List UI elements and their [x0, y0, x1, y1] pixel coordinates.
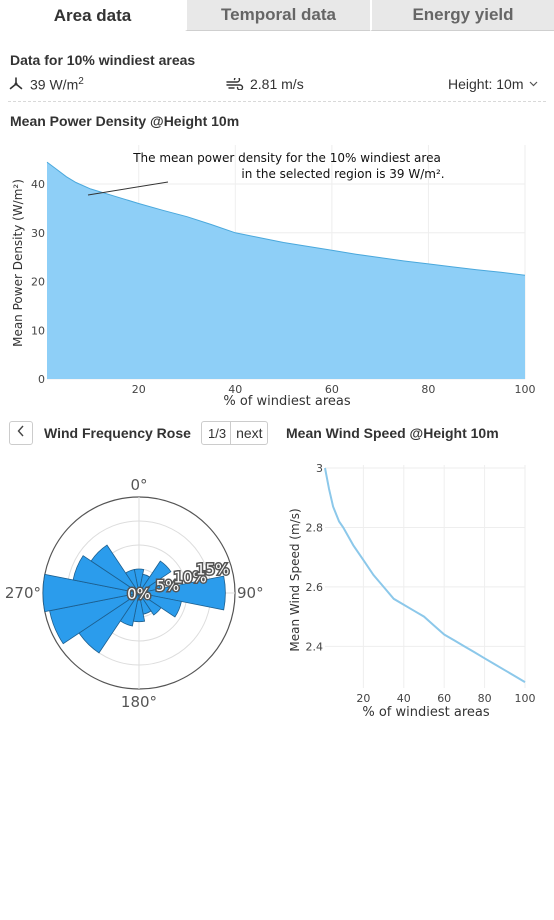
tab-temporal-data[interactable]: Temporal data	[185, 0, 370, 31]
wind-speed-chart: 2.4 2.6 2.8 3 20 40 60 80 100 Mean Wind Speed (…	[288, 462, 536, 720]
rose-bar	[138, 560, 172, 594]
rose-angle-label: 90°	[237, 584, 264, 602]
rose-angle-label: 180°	[121, 693, 157, 711]
power-chart-title: Mean Power Density @Height 10m	[10, 113, 240, 129]
rose-bar	[125, 569, 140, 594]
power-y-tick-label: 40	[31, 178, 45, 191]
power-x-tick-label: 80	[421, 383, 435, 396]
power-x-axis-label: % of windiest areas	[223, 394, 350, 409]
speed-y-tick-label: 2.4	[306, 640, 324, 653]
rose-bar	[138, 592, 162, 616]
speed-x-tick-label: 40	[397, 692, 411, 705]
speed-x-axis-label: % of windiest areas	[362, 705, 489, 720]
wind-speed-value: 2.81 m/s	[250, 76, 304, 92]
power-density-chart: 0 10 20 30 40 20 40 60 80 100 The mean power den…	[11, 145, 536, 409]
rose-radial-label: 15%	[196, 560, 229, 578]
chevron-left-icon	[17, 424, 25, 442]
rose-bar	[90, 544, 140, 594]
power-area-line	[46, 161, 526, 276]
power-y-tick-label: 20	[31, 276, 45, 289]
rose-bar	[138, 592, 182, 618]
power-density-value: 39 W/m2	[30, 76, 84, 93]
speed-x-tick-label: 80	[478, 692, 492, 705]
divider	[8, 101, 546, 102]
tab-energy-yield[interactable]: Energy yield	[370, 0, 554, 31]
rose-labels: 0° 90° 180° 270° 0% 5%10%15%	[5, 476, 264, 711]
power-x-tick-label: 100	[515, 383, 536, 396]
speed-y-axis-label: Mean Wind Speed (m/s)	[288, 508, 302, 651]
power-y-tick-label: 30	[31, 227, 45, 240]
speed-x-ticks: 20 40 60 80 100	[356, 692, 535, 705]
rose-radial-label: 10%	[173, 569, 206, 587]
speed-chart-title: Mean Wind Speed @Height 10m	[286, 425, 499, 441]
prev-button[interactable]	[9, 421, 33, 445]
rose-radial-label: 0%	[127, 585, 151, 603]
rose-bars	[42, 544, 226, 654]
speed-x-tick-label: 100	[515, 692, 536, 705]
rose-pager[interactable]: 1/3 next	[201, 421, 268, 445]
speed-grid	[325, 465, 526, 688]
rose-angle-label: 270°	[5, 584, 41, 602]
annotation-line-1: The mean power density for the 10% windi…	[132, 151, 441, 165]
annotation-line-2: in the selected region is 39 W/m².	[241, 167, 444, 181]
rose-radial-label: 5%	[156, 577, 180, 595]
speed-y-tick-label: 2.6	[306, 581, 324, 594]
wind-turbine-icon	[8, 77, 24, 91]
power-x-tick-label: 60	[325, 383, 339, 396]
annotation-leader-line	[87, 181, 169, 196]
power-y-axis-label: Mean Power Density (W/m²)	[11, 179, 25, 347]
rose-bar	[138, 575, 226, 611]
speed-y-tick-label: 2.8	[306, 521, 324, 534]
tab-bar: Area data Temporal data Energy yield	[0, 0, 554, 32]
wind-rose-chart: 0° 90° 180° 270° 0% 5%10%15%	[5, 476, 264, 711]
height-label: Height: 10m	[448, 76, 524, 92]
speed-y-tick-label: 3	[316, 462, 323, 475]
page-indicator: 1/3	[202, 422, 232, 444]
rose-title: Wind Frequency Rose	[44, 425, 191, 441]
height-select[interactable]: Height: 10m	[448, 76, 538, 92]
tab-area-data[interactable]: Area data	[0, 0, 185, 31]
rose-bar	[72, 555, 140, 594]
power-y-tick-label: 10	[31, 324, 45, 337]
chevron-down-icon	[529, 81, 538, 87]
speed-x-tick-label: 60	[437, 692, 451, 705]
power-y-tick-label: 0	[38, 373, 45, 386]
section-title: Data for 10% windiest areas	[10, 52, 196, 68]
power-x-ticks: 20 40 60 80 100	[132, 383, 536, 396]
speed-y-ticks: 2.4 2.6 2.8 3	[306, 462, 324, 653]
power-x-tick-label: 40	[228, 383, 242, 396]
wind-speed-stat: 2.81 m/s	[226, 76, 304, 92]
power-area-fill	[47, 162, 525, 379]
power-density-stat: 39 W/m2	[8, 76, 84, 93]
stats-row: 39 W/m2 2.81 m/s Height: 10m	[8, 76, 546, 96]
power-y-ticks: 0 10 20 30 40	[31, 178, 45, 386]
rose-bar	[42, 573, 140, 613]
next-button[interactable]: next	[236, 425, 263, 441]
speed-x-tick-label: 20	[356, 692, 370, 705]
wind-icon	[226, 78, 244, 90]
power-x-tick-label: 20	[132, 383, 146, 396]
speed-line	[324, 467, 526, 683]
rose-angle-label: 0°	[130, 476, 147, 494]
